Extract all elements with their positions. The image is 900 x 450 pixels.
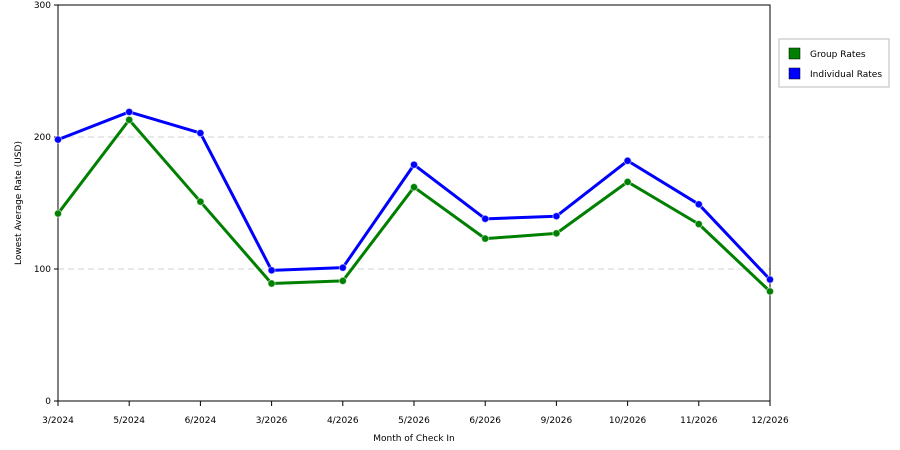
data-point: [765, 287, 775, 296]
y-axis: 0 100 200 300: [34, 1, 58, 407]
x-axis-title: Month of Check In: [373, 434, 455, 444]
x-tick-label: 12/2026: [751, 416, 789, 426]
y-tick-label: 100: [34, 265, 51, 275]
data-point: [481, 234, 490, 243]
legend-label: Group Rates: [810, 50, 866, 60]
x-tick-label: 5/2026: [398, 416, 430, 426]
series-line: [56, 118, 772, 293]
data-point: [53, 209, 63, 218]
legend-swatch: [788, 47, 801, 60]
data-point: [623, 177, 632, 186]
legend-label: Individual Rates: [810, 70, 882, 80]
data-point: [53, 135, 63, 144]
x-tick-label: 3/2024: [42, 416, 74, 426]
x-tick-label: 10/2026: [609, 416, 647, 426]
x-tick-label: 6/2026: [469, 416, 501, 426]
data-point: [765, 275, 775, 284]
data-point: [552, 229, 561, 238]
data-point: [481, 214, 490, 223]
data-point: [552, 212, 561, 221]
data-point: [338, 263, 347, 272]
data-point: [125, 115, 134, 124]
data-point: [125, 107, 134, 117]
x-tick-label: 4/2026: [327, 416, 359, 426]
data-point: [694, 200, 703, 209]
data-point: [267, 266, 276, 275]
grid-lines: [58, 136, 770, 270]
data-point: [409, 183, 419, 192]
y-axis-title: Lowest Average Rate (USD): [14, 141, 24, 265]
series-lines: [53, 107, 775, 296]
data-point: [196, 197, 205, 206]
x-tick-label: 5/2024: [113, 416, 145, 426]
y-tick-label: 0: [45, 397, 51, 407]
data-point: [338, 276, 347, 285]
x-tick-label: 6/2024: [185, 416, 217, 426]
data-point: [623, 156, 632, 165]
data-point: [267, 279, 276, 288]
x-tick-label: 3/2026: [256, 416, 288, 426]
x-tick-label: 9/2026: [541, 416, 573, 426]
x-axis: 3/2024 5/2024 6/2024 3/2026 4/2026 5/2026 6/20…: [42, 401, 789, 426]
y-tick-label: 300: [34, 1, 51, 11]
y-tick-label: 200: [34, 133, 51, 143]
legend-swatch: [788, 67, 801, 80]
x-tick-label: 11/2026: [680, 416, 718, 426]
data-point: [196, 128, 205, 138]
data-point: [694, 220, 703, 229]
data-point: [409, 160, 419, 169]
legend: Group Rates Individual Rates: [778, 38, 890, 88]
